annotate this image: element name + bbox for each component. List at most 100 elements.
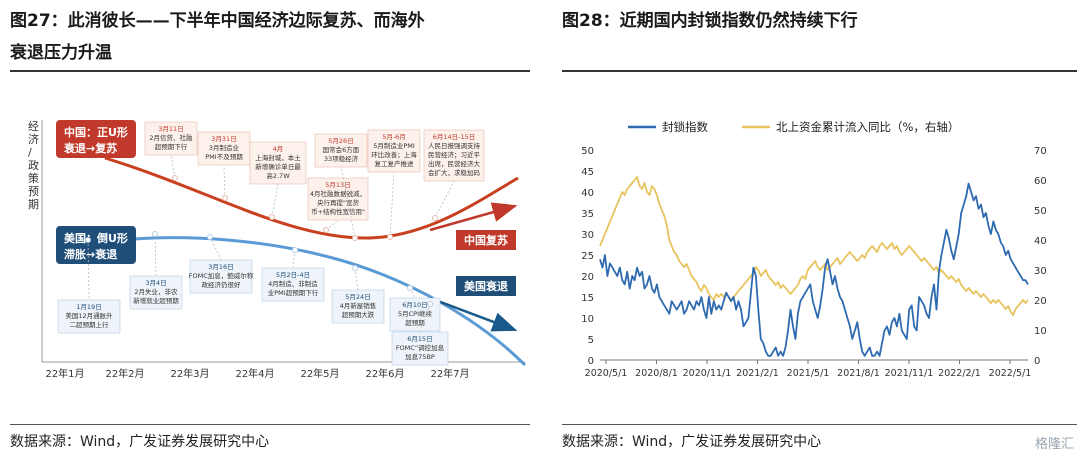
china-event-connector <box>389 171 395 238</box>
us-event-marker <box>352 265 358 271</box>
legend-label: 北上资金累计流入同比（%，右轴） <box>776 120 959 134</box>
us-event-text: 6月15日 FOMC“调控加息加息75BP <box>396 335 445 361</box>
y-left-tick-label: 50 <box>581 146 594 157</box>
us-trend-box <box>456 276 516 296</box>
us-event-text: 1月19日美国12月通胀升二超预期上行 <box>65 303 113 329</box>
us-label-line1: 美国：倒U形 <box>64 231 128 245</box>
diagram-x-tick: 22年6月 <box>365 367 404 380</box>
us-event-box <box>261 267 325 302</box>
figure-28-chart: 封锁指数 北上资金累计流入同比（%，右轴） 0 5 10 15 20 25 30 35 40 45 50… <box>560 108 1080 388</box>
y-left-tick-label: 0 <box>588 356 594 367</box>
china-event-connector <box>340 166 356 239</box>
diagram-x-tick: 22年3月 <box>170 367 209 380</box>
y-right-tick-label: 60 <box>1034 176 1047 187</box>
us-event-marker <box>152 231 158 237</box>
china-trend-label: 中国复苏 <box>464 233 508 247</box>
us-event-box <box>391 331 449 366</box>
diagram-x-tick: 22年7月 <box>430 367 469 380</box>
y-left-tick-label: 30 <box>581 230 594 241</box>
us-event-connector <box>209 236 222 261</box>
china-event-text: 6月14日-15日人民日报强调支持民营经济；习近平出席，民营经济大会扩大，求稳加… <box>428 133 481 177</box>
legend-label: 封锁指数 <box>662 120 708 134</box>
us-trend-arrow <box>429 296 518 332</box>
x-tick-label: 2020/11/1 <box>683 368 732 379</box>
us-event-connector <box>354 267 359 291</box>
us-curve <box>104 236 527 367</box>
china-label-box <box>56 120 136 158</box>
source-divider <box>10 424 530 425</box>
y-right-tick-label: 0 <box>1034 356 1040 367</box>
right-panel: 图28：近期国内封锁指数仍然持续下行 封锁指数 北上资金累计流入同比（%，右轴） 0… <box>560 0 1080 458</box>
figure-28-source: 数据来源：Wind，广发证券发展研究中心 <box>562 434 822 450</box>
china-event-box <box>314 133 368 168</box>
china-event-text: 4月上海封城，本土新增确诊单日最高2.7W <box>255 145 301 180</box>
china-trend-arrow <box>429 202 518 232</box>
us-event-connector <box>419 303 431 333</box>
y-left-tick-label: 35 <box>581 209 594 220</box>
china-event-marker <box>172 175 178 181</box>
china-event-text: 3月31日 3月制造业 PMI不及预期 <box>205 135 243 161</box>
china-event-text: 3月11日 2月信贷、社融超预期下行 <box>149 125 193 151</box>
us-label-line2: 滞胀→衰退 <box>64 247 117 261</box>
china-label-line1: 中国：正U形 <box>64 125 128 139</box>
china-event-connector <box>170 154 176 179</box>
us-event-connector <box>292 249 296 269</box>
us-event-box <box>129 275 183 310</box>
us-event-marker <box>427 301 433 307</box>
china-event-box <box>197 131 251 166</box>
x-tick-label: 2021/11/1 <box>885 368 934 379</box>
us-event-box <box>331 289 385 324</box>
diagram-x-tick: 22年5月 <box>300 367 339 380</box>
us-event-connector <box>154 233 157 277</box>
us-event-marker <box>207 234 213 240</box>
us-event-box <box>189 259 253 294</box>
china-event-connector <box>223 164 226 199</box>
y-right-tick-label: 10 <box>1034 326 1047 337</box>
y-right-tick-label: 70 <box>1034 146 1047 157</box>
china-event-box <box>144 121 198 156</box>
china-event-box <box>307 177 369 221</box>
y-left-tick-label: 20 <box>581 272 594 283</box>
left-panel: 图27：此消彼长——下半年中国经济边际复苏、而海外 衰退压力升温 经济/政策预期… <box>0 0 530 458</box>
china-event-text: 5月-6月 5月制造业PMI 环比改善；上海复工复产推进 <box>371 133 417 168</box>
diagram-x-tick: 22年1月 <box>45 367 84 380</box>
us-event-marker <box>85 237 91 243</box>
y-left-tick-label: 5 <box>588 335 594 346</box>
figure-27-title-line1: 图27：此消彼长——下半年中国经济边际复苏、而海外 <box>10 11 425 31</box>
china-event-box <box>423 129 485 182</box>
us-event-marker <box>407 285 413 291</box>
x-tick-label: 2021/8/1 <box>837 368 880 379</box>
china-event-box <box>249 141 307 185</box>
china-event-marker <box>387 234 393 240</box>
china-event-connector <box>325 219 339 231</box>
x-tick-label: 2021/2/1 <box>736 368 779 379</box>
us-event-text: 5月2日-4日 4月制造、非制造业PMI超预期下行 <box>268 271 319 297</box>
us-event-text: 5月24日 4月新屋销售超预期大跌 <box>340 293 377 319</box>
title-divider <box>10 70 530 72</box>
us-label-box <box>56 226 136 264</box>
y-left-tick-label: 15 <box>581 293 594 304</box>
diagram-y-axis-label: 经济/政策预期 <box>28 120 39 211</box>
us-event-text: 6月10日 5月CPI继续超预期 <box>398 301 433 327</box>
diagram-x-ticks: 22年1月 22年2月 22年3月 22年4月 22年5月 22年6月 22年7月 <box>45 367 469 380</box>
china-event-connector <box>434 180 455 219</box>
y-right-tick-label: 40 <box>1034 236 1047 247</box>
diagram-x-tick: 22年4月 <box>235 367 274 380</box>
watermark-logo: 格隆汇 <box>1034 437 1074 452</box>
figure-27-source: 数据来源：Wind，广发证券发展研究中心 <box>10 434 270 450</box>
y-right-tick-label: 20 <box>1034 296 1047 307</box>
china-event-connector <box>271 183 279 218</box>
title-divider <box>562 70 1077 72</box>
china-trend-box <box>456 230 516 250</box>
x-tick-label: 2020/8/1 <box>635 368 678 379</box>
us-event-box <box>57 299 121 334</box>
figure-28-title: 图28：近期国内封锁指数仍然持续下行 <box>562 11 858 31</box>
figure-27-diagram: 经济/政策预期 22年1月 22年2月 22年3月 22年4月 22年5月 22年6月 22… <box>10 100 530 400</box>
china-label-line2: 衰退→复苏 <box>63 141 117 155</box>
china-event-marker <box>269 214 275 220</box>
china-event-marker <box>222 195 228 201</box>
china-event-text: 5月13日 4月社融数据锐减，央行再提"宽货币+结构性宽信用" <box>310 181 366 216</box>
china-event-marker <box>352 235 358 241</box>
x-tick-label: 2022/2/1 <box>938 368 981 379</box>
chart-legend: 封锁指数 北上资金累计流入同比（%，右轴） <box>628 120 959 134</box>
